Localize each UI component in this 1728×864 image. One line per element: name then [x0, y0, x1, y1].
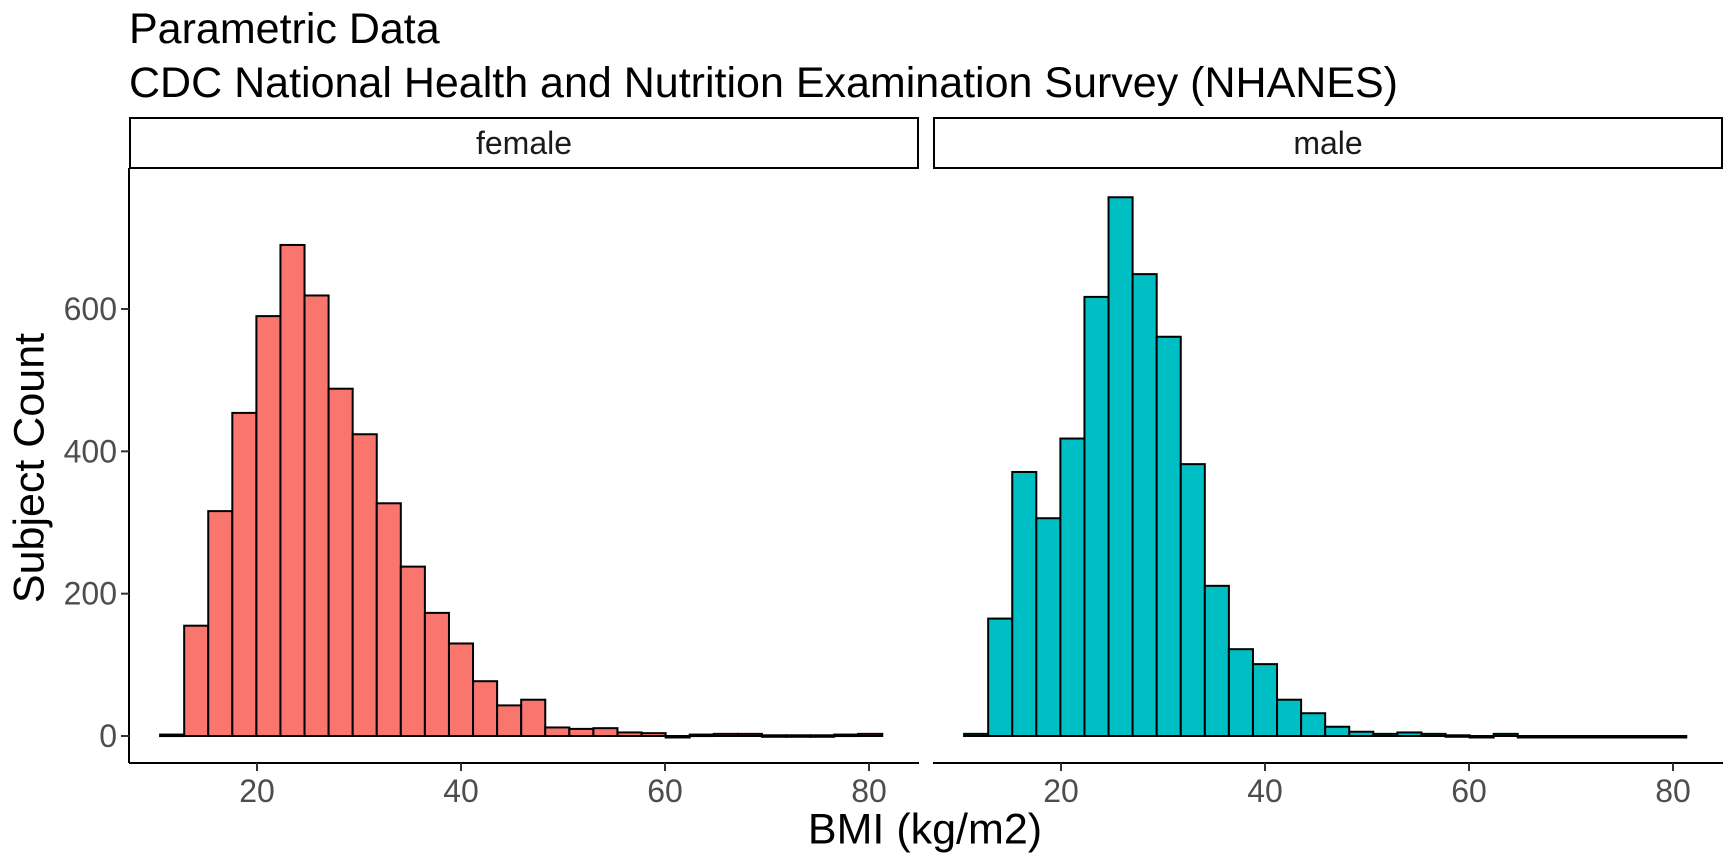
histogram-bar — [784, 734, 812, 738]
histogram-bar — [640, 732, 667, 737]
histogram-bar — [159, 733, 186, 738]
histogram-bar — [1661, 735, 1688, 739]
histogram-bar — [1035, 517, 1062, 737]
histogram-bar — [1637, 735, 1664, 739]
histogram-bar — [1324, 725, 1351, 738]
histogram-bar — [1155, 335, 1182, 737]
histogram-bar — [1420, 732, 1447, 737]
histogram-bar — [447, 642, 475, 738]
histogram-bar — [1083, 295, 1110, 737]
histogram-bar — [568, 727, 595, 738]
histogram-bar — [351, 433, 378, 737]
y-tick-label: 400 — [64, 433, 117, 469]
facet-label: male — [1293, 125, 1362, 161]
histogram-bar — [1516, 735, 1543, 739]
histogram-bar — [1492, 732, 1519, 737]
histogram-bar — [183, 624, 210, 737]
histogram-bar — [1203, 584, 1230, 737]
histogram-bar — [616, 731, 643, 737]
x-tick-label: 40 — [1247, 773, 1283, 809]
histogram-bar — [375, 502, 402, 737]
x-tick-label: 40 — [443, 773, 479, 809]
histogram-bar — [736, 732, 763, 737]
histogram-bar — [1348, 730, 1375, 737]
x-tick-label: 80 — [1655, 773, 1691, 809]
histogram-bar — [1396, 731, 1423, 737]
histogram-bar — [1613, 735, 1640, 739]
histogram-bar — [809, 734, 836, 738]
histogram-bar — [1276, 698, 1303, 738]
histogram-bar — [1107, 196, 1134, 738]
histogram-bar — [1131, 273, 1158, 737]
x-axis-label: BMI (kg/m2) — [807, 805, 1043, 854]
histogram-bar — [987, 617, 1014, 738]
histogram-bar — [423, 611, 450, 737]
histogram-bar — [760, 734, 787, 738]
histogram-bar — [1372, 732, 1399, 737]
histogram-bar — [1468, 735, 1495, 739]
histogram-bar — [207, 510, 234, 738]
y-tick-label: 600 — [64, 291, 117, 327]
facet-strip — [933, 117, 1723, 169]
histogram-bar — [1059, 437, 1086, 737]
histogram-bar — [327, 387, 354, 737]
histogram-bar — [1300, 712, 1327, 738]
x-tick-label: 20 — [1043, 773, 1079, 809]
histogram-bar — [1011, 470, 1038, 737]
histogram-bar — [399, 565, 426, 738]
histogram-bar — [1564, 735, 1591, 739]
histogram-bar — [472, 680, 499, 737]
histogram-bar — [496, 704, 523, 737]
histogram-bar — [520, 698, 547, 738]
histogram-bar — [1227, 648, 1254, 738]
facet-strip — [129, 117, 919, 169]
x-tick-label: 60 — [647, 773, 683, 809]
histogram-bar — [544, 726, 571, 738]
x-tick-label: 20 — [239, 773, 275, 809]
histogram-bar — [1540, 735, 1567, 739]
histogram-bar — [664, 735, 691, 739]
histogram-bar — [857, 732, 884, 737]
chart-title: Parametric Data — [129, 5, 440, 53]
histogram-bar — [712, 732, 739, 737]
facet-label: female — [476, 125, 572, 161]
histogram-bar — [1251, 663, 1279, 737]
chart-subtitle: CDC National Health and Nutrition Examin… — [129, 59, 1399, 107]
histogram-bar — [688, 733, 715, 738]
histogram-bar — [1588, 735, 1616, 739]
histogram-bar — [1179, 463, 1206, 737]
histogram-bar — [963, 732, 990, 737]
histogram-bar — [279, 243, 306, 737]
histogram-bar — [1444, 734, 1471, 738]
histogram-bar — [592, 727, 619, 738]
y-tick-label: 200 — [64, 576, 117, 612]
panel-male: male 20 40 60 80 — [933, 117, 1723, 809]
y-tick-label: 0 — [99, 718, 117, 754]
x-tick-label: 80 — [851, 773, 887, 809]
histogram-bar — [833, 733, 860, 738]
x-tick-label: 60 — [1451, 773, 1487, 809]
histogram-bar — [303, 294, 330, 737]
histogram-bar — [255, 315, 282, 737]
histogram-bar — [231, 411, 258, 737]
panel-female: female 20 40 60 80 0 200 400 600 — [64, 117, 919, 809]
